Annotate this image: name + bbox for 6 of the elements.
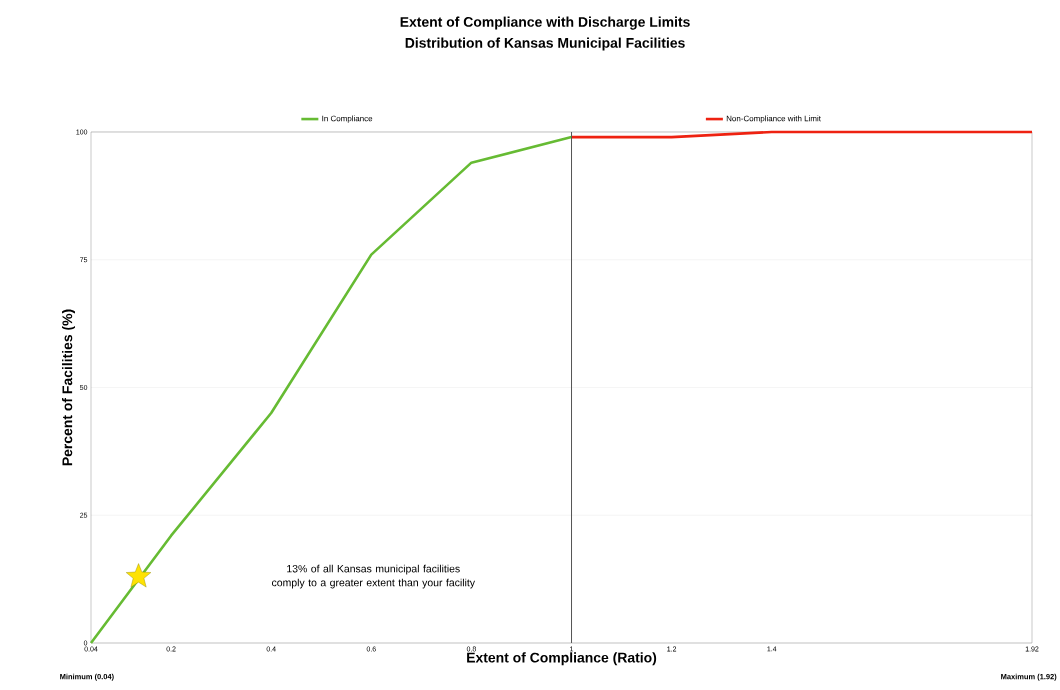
line-series — [89, 135, 573, 645]
x-axis-title: Extent of Compliance (Ratio) — [467, 652, 657, 666]
annotation: 13% of all Kansas municipal facilities comply to a greater extent than your facility — [271, 564, 475, 589]
chart-title: Extent of Compliance with Discharge Limits — [400, 16, 690, 30]
y-axis-title: Percent of Facilities (%) — [62, 309, 75, 466]
chart-subtitle: Distribution of Kansas Municipal Facilities — [405, 37, 685, 51]
